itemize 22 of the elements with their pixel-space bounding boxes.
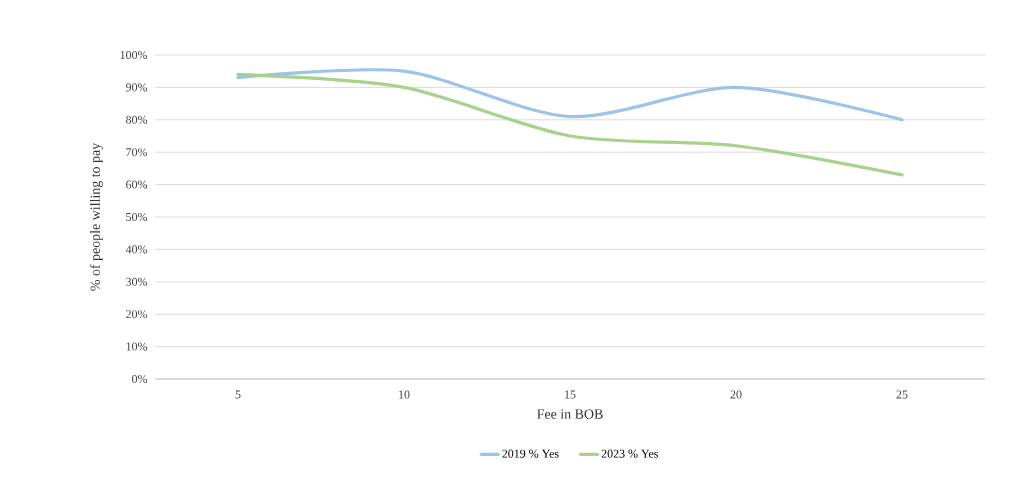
y-tick-label: 0% (132, 374, 148, 384)
y-tick-label: 100% (120, 50, 148, 60)
y-tick-label: 10% (126, 342, 148, 351)
y-tick-label: 80% (126, 115, 148, 124)
x-tick-label: 5 (235, 390, 241, 399)
y-tick-label: 40% (125, 245, 148, 254)
y-tick-label: 90% (125, 83, 148, 92)
x-axis-title: Fee in BOB (537, 409, 603, 419)
y-tick-label: 70% (126, 148, 148, 157)
legend-label: 2019 % Yes (502, 449, 559, 458)
y-axis-title: % of people willing to pay (89, 142, 103, 291)
y-tick-label: 30% (126, 277, 148, 286)
y-tick-label: 50% (126, 212, 148, 222)
x-tick-label: 10 (399, 390, 410, 399)
x-tick-label: 20 (730, 390, 742, 399)
x-tick-label: 15 (565, 390, 576, 399)
line-series (236, 68, 904, 122)
x-tick-label: 25 (896, 390, 908, 399)
y-tick-label: 20% (126, 310, 148, 319)
y-tick-label: 60% (126, 180, 148, 189)
line-series (236, 72, 904, 177)
legend-label: 2023 % Yes (601, 449, 658, 458)
